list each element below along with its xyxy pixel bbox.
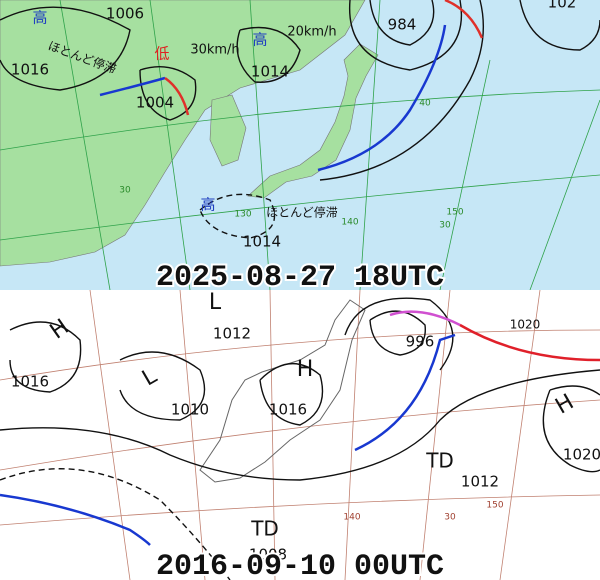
td-label: TD [250, 517, 279, 541]
background [0, 290, 600, 580]
grid-label: 130 [234, 210, 251, 220]
japan [199, 299, 366, 483]
pressure: 1016 [269, 401, 307, 419]
pressure: 102 [548, 0, 577, 12]
bottom-map: H 1016 L 1012 996 1020 L 1010 H 1016 H 1… [0, 289, 600, 580]
grid-label: 150 [446, 208, 463, 218]
isobar [344, 297, 454, 371]
pressure: 1006 [106, 5, 144, 23]
td-label: TD [425, 449, 454, 473]
speed: 20km/h [287, 25, 336, 40]
pressure: 1014 [243, 233, 281, 251]
isobar [348, 0, 463, 71]
warm-front [444, 0, 484, 39]
cold-front [317, 24, 447, 172]
graticule [0, 0, 600, 291]
stationary-front [0, 493, 151, 546]
isobar [0, 468, 231, 580]
grid-label: 30 [444, 513, 456, 523]
pressure: 984 [388, 16, 417, 34]
pressure: 1016 [11, 373, 49, 391]
isobar [0, 369, 600, 481]
grid-label: 30 [439, 221, 451, 231]
pressure: 1012 [213, 325, 251, 343]
occluded-front [389, 310, 461, 327]
cold-front [354, 333, 456, 452]
grid-label: 140 [341, 218, 358, 228]
japan [247, 43, 379, 199]
speed: 30km/h [190, 43, 239, 58]
pressure: 1008 [249, 546, 287, 564]
pressure: 996 [406, 333, 435, 351]
grid-label: 150 [486, 501, 503, 511]
high-label: H [297, 357, 314, 382]
top-map: 高 1006 1016 ほとんど停滞 低 30km/h 高 1014 20km/… [0, 0, 600, 297]
pressure: 1004 [136, 94, 174, 112]
continent [0, 0, 366, 267]
high-label: 高 [200, 196, 215, 214]
high-label: 高 [32, 9, 47, 27]
isobar [0, 6, 131, 91]
pressure: 1012 [461, 473, 499, 491]
pressure: 1014 [251, 63, 289, 81]
isobar [199, 193, 276, 239]
korea [209, 94, 247, 167]
low-label: 低 [154, 45, 169, 63]
isobar [119, 351, 206, 421]
pressure: 1020 [510, 318, 541, 332]
grid-label: 30 [119, 186, 131, 196]
high-label: 高 [252, 31, 267, 49]
isobar [236, 26, 301, 83]
grid-label: 40 [419, 99, 431, 109]
caption: 2025-08-27 18UTC [156, 261, 444, 295]
isobar [9, 321, 82, 393]
isobar [319, 0, 484, 181]
stationary-note: ほとんど停滞 [266, 205, 338, 220]
low-label: L [209, 290, 222, 315]
pressure: 1020 [563, 446, 600, 464]
caption: 2016-09-10 00UTC [156, 550, 444, 580]
warm-front [459, 323, 600, 362]
pressure: 1016 [11, 61, 49, 79]
grid-label: 140 [343, 513, 360, 523]
isobar [542, 385, 600, 473]
warm-front [164, 76, 190, 116]
isobar [259, 362, 324, 426]
isobar [519, 0, 600, 51]
isobar [139, 66, 197, 121]
cold-front [99, 76, 166, 97]
pressure: 1010 [171, 401, 209, 419]
